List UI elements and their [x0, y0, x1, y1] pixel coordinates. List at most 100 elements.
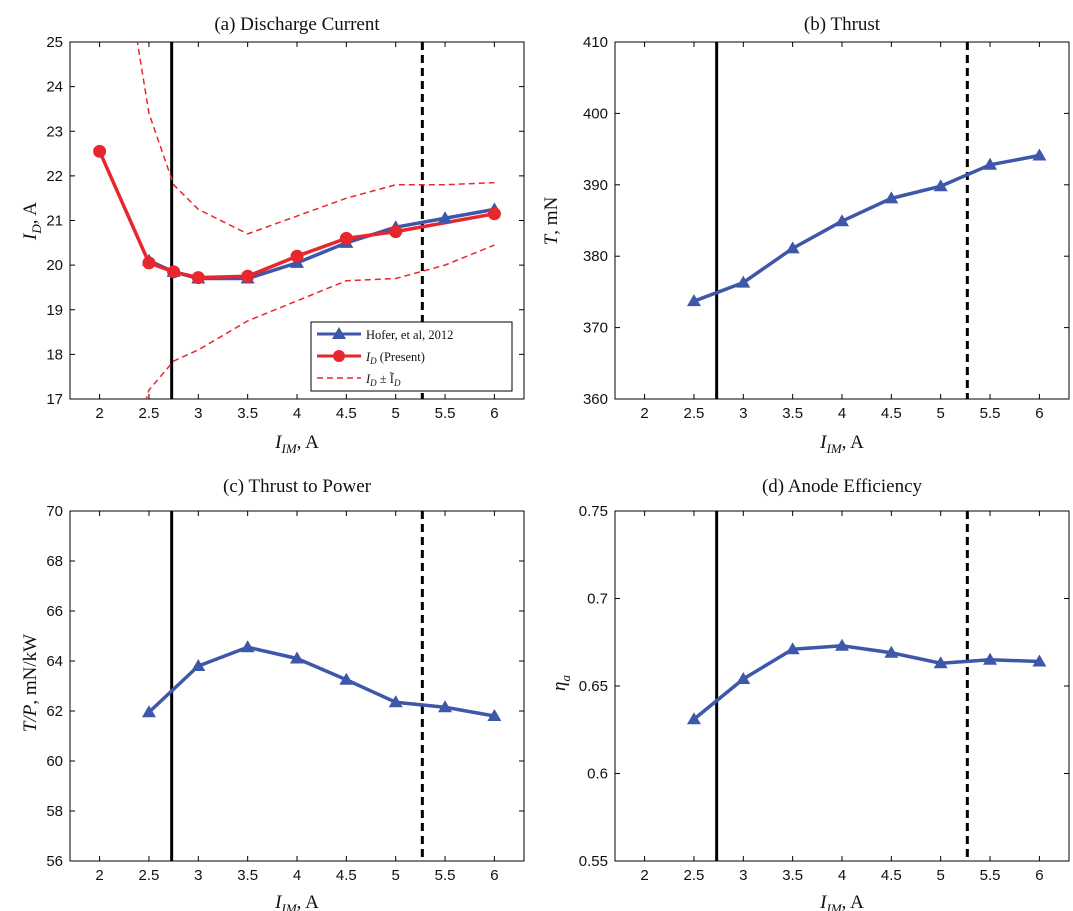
- y-tick-label: 0.75: [579, 503, 608, 520]
- x-tick-label: 2: [95, 405, 103, 422]
- y-tick-label: 20: [46, 257, 63, 274]
- data-point-triangle: [884, 191, 899, 204]
- legend-label-hofer: Hofer, et al, 2012: [366, 328, 453, 342]
- y-tick-label: 17: [46, 391, 63, 408]
- legend: Hofer, et al, 2012 ID (Present) ID ± ĨD: [310, 321, 513, 392]
- y-tick-label: 370: [583, 320, 608, 337]
- data-point-circle: [290, 249, 304, 263]
- data-point-triangle: [388, 695, 403, 708]
- y-axis-label: T/P, mN/kW: [20, 634, 41, 732]
- data-point-triangle: [686, 294, 701, 307]
- x-tick-label: 3.5: [237, 867, 258, 884]
- legend-entry-hofer: Hofer, et al, 2012: [317, 327, 453, 342]
- data-point-triangle: [785, 241, 800, 254]
- x-tick-label: 4.5: [881, 405, 902, 422]
- y-axis-label: ηa: [549, 675, 573, 691]
- data-point-circle: [191, 271, 205, 285]
- x-tick-label: 3: [194, 405, 202, 422]
- data-point-triangle: [736, 672, 751, 684]
- chart-title: (b) Thrust: [804, 14, 881, 35]
- x-tick-label: 6: [1035, 867, 1043, 884]
- legend-marker-triangle: [332, 327, 346, 339]
- panel-discharge-current: (a) Discharge Current IIM, A ID, A 2 2.5 3…: [20, 14, 525, 456]
- data-point-triangle: [785, 642, 800, 655]
- y-tick-label: 22: [46, 168, 63, 185]
- x-tick-label: 3.5: [782, 867, 803, 884]
- y-tick-label: 0.65: [579, 678, 608, 695]
- axes-frame: [69, 510, 525, 862]
- x-tick-label: 2: [640, 405, 648, 422]
- x-tick-label: 2.5: [139, 867, 160, 884]
- y-tick-label: 0.7: [587, 591, 608, 608]
- y-axis-label: ID, A: [20, 202, 44, 241]
- y-tick-label: 56: [46, 853, 63, 870]
- x-tick-label: 5: [937, 405, 945, 422]
- axes-frame: [614, 510, 1070, 862]
- legend-entry-present: ID (Present): [317, 350, 425, 366]
- x-axis-label: IIM, A: [274, 432, 319, 456]
- plot-area: 2 2.5 3 3.5 4 4.5 5 5.5 6 360 370 380 390 400 410: [583, 34, 1070, 422]
- x-tick-label: 4: [838, 405, 846, 422]
- legend-marker-circle: [333, 350, 345, 362]
- y-tick-label: 390: [583, 177, 608, 194]
- y-tick-label: 21: [46, 213, 63, 230]
- data-point-triangle: [240, 640, 255, 653]
- y-tick-label: 68: [46, 553, 63, 570]
- y-tick-label: 0.6: [587, 766, 608, 783]
- panel-thrust: (b) Thrust IIM, A T, mN 2 2.5 3 3.5 4 4.5 5 5.5…: [541, 14, 1070, 456]
- plot-area: 2 2.5 3 3.5 4 4.5 5 5.5 6 56 58 60 62 64 66 68 70: [46, 503, 525, 884]
- y-tick-label: 60: [46, 753, 63, 770]
- plot-area: 2 2.5 3 3.5 4 4.5 5 5.5 6 17 18 19 20 21 22 23 24 25: [46, 34, 525, 422]
- data-point-triangle: [487, 709, 502, 721]
- x-tick-label: 4: [293, 867, 301, 884]
- x-tick-label: 3: [739, 405, 747, 422]
- data-point-circle: [487, 207, 501, 221]
- x-tick-label: 5.5: [980, 405, 1001, 422]
- series-line-hofer: [692, 644, 1040, 721]
- chart-title: (a) Discharge Current: [214, 14, 380, 35]
- y-tick-label: 18: [46, 346, 63, 363]
- x-tick-label: 5.5: [435, 867, 456, 884]
- data-point-circle: [93, 144, 107, 158]
- series-line-bound: [136, 42, 495, 235]
- y-tick-label: 66: [46, 603, 63, 620]
- x-tick-label: 6: [490, 405, 498, 422]
- y-tick-label: 23: [46, 123, 63, 140]
- x-tick-label: 4.5: [336, 867, 357, 884]
- y-tick-label: 0.55: [579, 853, 608, 870]
- y-tick-label: 400: [583, 105, 608, 122]
- y-tick-label: 19: [46, 302, 63, 319]
- x-tick-label: 3: [739, 867, 747, 884]
- panel-anode-efficiency: (d) Anode Efficiency IIM, A ηa 2 2.5 3 3.5 4…: [549, 476, 1070, 911]
- x-axis-label: IIM, A: [819, 432, 864, 456]
- data-point-triangle: [1032, 654, 1047, 667]
- data-point-circle: [142, 256, 156, 270]
- y-tick-label: 25: [46, 34, 63, 51]
- data-point-triangle: [686, 712, 701, 725]
- series-line-hofer: [693, 153, 1040, 303]
- x-tick-label: 5: [937, 867, 945, 884]
- data-point-triangle: [1032, 148, 1047, 161]
- data-point-triangle: [438, 700, 453, 713]
- data-point-circle: [241, 269, 255, 283]
- chart-title: (d) Anode Efficiency: [762, 476, 923, 497]
- y-axis-label: T, mN: [541, 196, 562, 245]
- data-point-triangle: [438, 211, 453, 224]
- y-tick-label: 62: [46, 703, 63, 720]
- legend-label-bounds: ID ± ĨD: [365, 372, 401, 388]
- data-point-triangle: [339, 672, 354, 685]
- x-tick-label: 5: [392, 867, 400, 884]
- x-tick-label: 5.5: [980, 867, 1001, 884]
- data-point-circle: [339, 231, 353, 245]
- x-tick-label: 4.5: [881, 867, 902, 884]
- x-tick-label: 5: [392, 405, 400, 422]
- legend-label-present: ID (Present): [365, 350, 425, 366]
- y-tick-label: 70: [46, 503, 63, 520]
- x-tick-label: 4: [838, 867, 846, 884]
- data-point-circle: [167, 265, 181, 279]
- x-tick-label: 3: [194, 867, 202, 884]
- y-tick-label: 64: [46, 653, 63, 670]
- x-tick-label: 3.5: [237, 405, 258, 422]
- plot-area: 2 2.5 3 3.5 4 4.5 5 5.5 6 0.55 0.6 0.65 0.7 0.75: [579, 503, 1070, 884]
